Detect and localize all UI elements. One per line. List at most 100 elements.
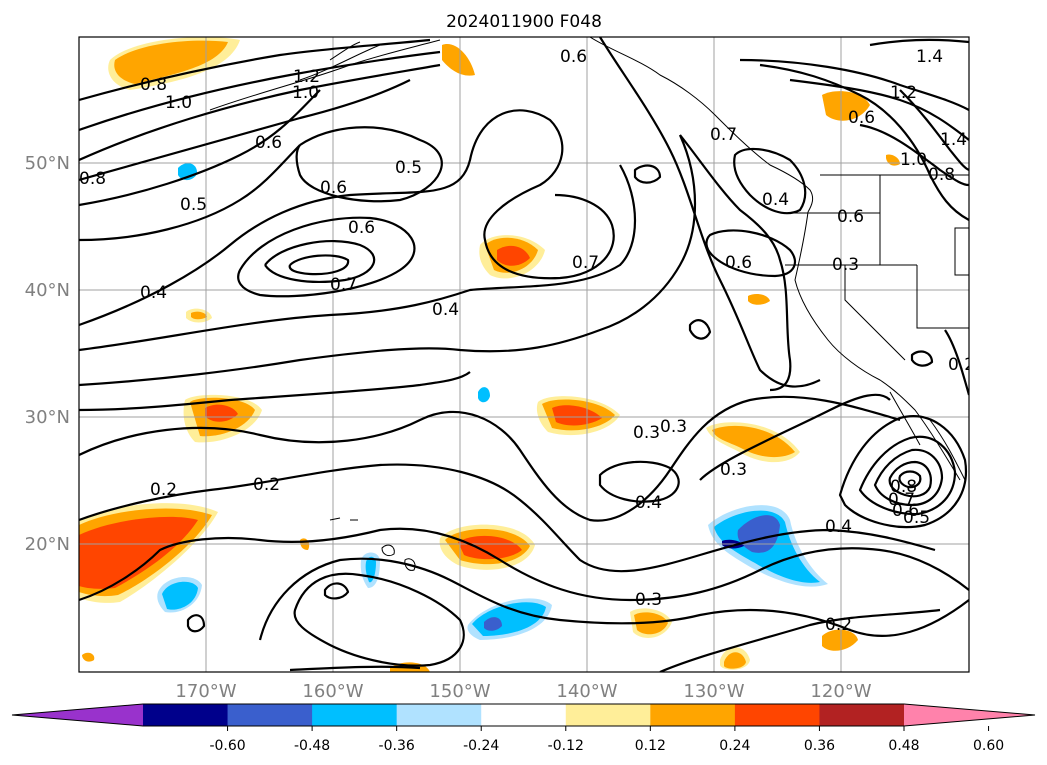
hawaii-island — [381, 544, 395, 557]
hawaii-island — [329, 517, 358, 521]
contour-label: 0.3 — [635, 590, 662, 610]
baja-coastline — [889, 391, 966, 481]
contour-label: 0.7 — [710, 125, 737, 145]
coastlines — [209, 37, 969, 571]
colorbar-tick-label: 0.60 — [973, 738, 1004, 754]
colorbar-segment — [819, 704, 905, 726]
contour-line — [910, 350, 934, 367]
contour-label: 1.4 — [916, 47, 943, 67]
contour-line — [79, 463, 936, 573]
us-west-coastline — [794, 211, 961, 481]
lon-label: 160°W — [302, 681, 363, 702]
contour-label: 0.4 — [762, 190, 789, 210]
colorbar-segment — [396, 704, 482, 726]
contour-label: 0.8 — [928, 165, 955, 185]
contour-label: 0.3 — [633, 423, 660, 443]
longitude-labels: 170°W 160°W 150°W 140°W 130°W 120°W — [175, 681, 871, 702]
positive-anomaly-region — [748, 293, 770, 305]
contour-line — [899, 89, 969, 172]
positive-anomaly-region — [458, 535, 522, 560]
contour-label: 0.8 — [890, 477, 917, 497]
contour-label: 0.5 — [903, 508, 930, 528]
contour-label: 0.3 — [720, 460, 747, 480]
colorbar-tick-label: 0.36 — [804, 738, 835, 754]
contour-line — [858, 435, 957, 516]
colorbar-tick-label: 0.24 — [719, 738, 750, 754]
contour-line — [733, 147, 807, 215]
contour-label: 0.6 — [348, 218, 375, 238]
colorbar-segment — [565, 704, 651, 726]
positive-anomaly-region — [82, 652, 95, 662]
contour-label: 0.2 — [948, 355, 975, 375]
positive-anomaly-region — [724, 652, 746, 669]
contour-line — [79, 164, 636, 352]
contour-label: 0.3 — [660, 417, 687, 437]
lat-label: 50°N — [25, 153, 70, 174]
contour-line — [633, 164, 662, 184]
colorbar-segment — [312, 704, 398, 726]
contour-line — [705, 229, 797, 278]
lon-label: 130°W — [683, 681, 744, 702]
contour-label: 0.7 — [572, 253, 599, 273]
contour-line — [79, 38, 431, 102]
contour-line — [598, 460, 680, 503]
contour-line — [79, 527, 969, 602]
colorbar-segment — [481, 704, 567, 726]
contour-label: 1.0 — [900, 150, 927, 170]
contour-line — [79, 395, 901, 522]
canada-coastline — [589, 37, 814, 213]
contour-line — [789, 78, 969, 141]
colorbar: -0.60 -0.48 -0.36 -0.24 -0.12 0.12 0.24 0.36 0.4… — [11, 703, 1036, 754]
contour-label: 0.2 — [253, 475, 280, 495]
lon-label: 140°W — [556, 681, 617, 702]
contour-line — [186, 614, 206, 633]
contour-line — [699, 393, 891, 481]
colorbar-tick-label: -0.24 — [463, 738, 499, 754]
contour-label: 0.6 — [725, 253, 752, 273]
contour-label: 1.0 — [165, 93, 192, 113]
contour-label: 0.5 — [180, 195, 207, 215]
colorbar-tick-label: -0.48 — [294, 738, 330, 754]
lon-label: 120°W — [810, 681, 871, 702]
alaska-coastline — [209, 39, 441, 111]
positive-anomaly-region — [442, 44, 475, 76]
contour-line — [295, 126, 443, 203]
lat-label: 30°N — [25, 407, 70, 428]
contour-line — [293, 572, 465, 667]
positive-anomaly-region — [497, 245, 530, 266]
positive-anomaly-region — [114, 40, 228, 84]
lon-label: 170°W — [175, 681, 236, 702]
positive-anomaly-region — [79, 516, 198, 589]
positive-anomaly-region — [822, 629, 858, 651]
contour-label: 0.8 — [79, 169, 106, 189]
negative-anomaly-region — [737, 515, 780, 553]
contour-label: 0.4 — [825, 517, 852, 537]
colorbar-tick-label: 0.48 — [888, 738, 919, 754]
contour-label: 0.6 — [320, 178, 347, 198]
contour-line — [599, 37, 821, 388]
contour-lines — [79, 37, 969, 672]
colorbar-tick-label: -0.36 — [379, 738, 415, 754]
contour-label: 0.2 — [150, 480, 177, 500]
contour-line — [237, 216, 416, 298]
contour-line — [898, 470, 922, 489]
colorbar-tick-label: 0.12 — [635, 738, 666, 754]
contour-line — [739, 58, 969, 111]
contour-label: 0.2 — [825, 615, 852, 635]
contour-line — [659, 608, 941, 672]
contour-label: 1.2 — [293, 67, 320, 87]
negative-anomaly-region — [162, 581, 198, 610]
latitude-labels: 50°N 40°N 30°N 20°N — [25, 153, 70, 555]
state-border-ca-nv — [844, 265, 906, 361]
contour-label: 0.3 — [832, 255, 859, 275]
contour-line — [79, 371, 471, 412]
contour-line — [79, 144, 301, 242]
contour-line — [888, 460, 932, 498]
contour-line — [679, 134, 792, 392]
contour-label: 0.6 — [560, 47, 587, 67]
map-frame — [78, 36, 970, 673]
positive-anomaly-region — [552, 405, 602, 426]
negative-anomaly-region — [478, 387, 490, 403]
contour-label: 0.4 — [140, 283, 167, 303]
colorbar-outline — [11, 703, 1036, 727]
